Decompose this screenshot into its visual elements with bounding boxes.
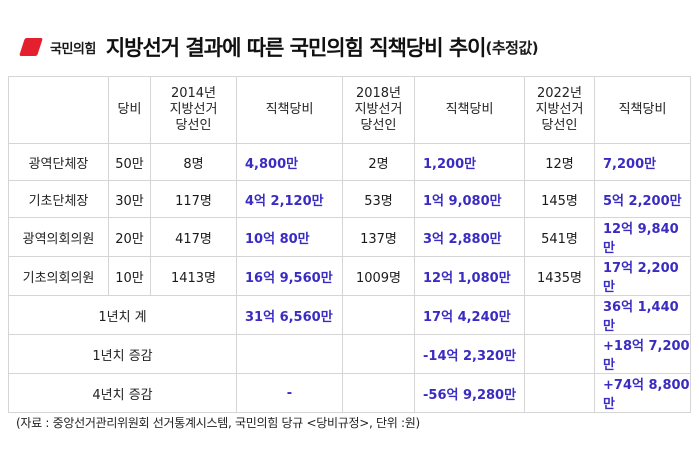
summary-row: 1년치 증감 -14억 2,320만 +18억 7,200만: [8, 334, 691, 374]
header-charge-2014: 직책당비: [236, 76, 343, 144]
summary-label: 4년치 증감: [8, 373, 237, 413]
header-2014: 2014년 지방선거 당선인: [150, 76, 237, 144]
table-row: 기초의회의원 10만 1413명 16억 9,560만 1009명 12억 1,…: [8, 256, 691, 296]
charge-2018: 12억 1,080만: [414, 256, 525, 296]
winners-2018: 53명: [342, 180, 415, 218]
summary-2014: -: [236, 373, 343, 413]
fee-table: 당비 2014년 지방선거 당선인 직책당비 2018년 지방선거 당선인 직책…: [8, 76, 691, 413]
header-empty: [8, 76, 109, 144]
winners-2014: 1413명: [150, 256, 237, 296]
charge-2022: 12억 9,840만: [594, 217, 691, 257]
charge-2014: 10억 80만: [236, 217, 343, 257]
charge-2022: 17억 2,200만: [594, 256, 691, 296]
winners-2014: 8명: [150, 143, 237, 181]
header-charge-2018: 직책당비: [414, 76, 525, 144]
charge-2014: 4억 2,120만: [236, 180, 343, 218]
header-fee: 당비: [108, 76, 151, 144]
winners-2022: 541명: [524, 217, 595, 257]
summary-label: 1년치 증감: [8, 334, 237, 374]
winners-2022: 145명: [524, 180, 595, 218]
charge-2014: 16억 9,560만: [236, 256, 343, 296]
summary-2018: -56억 9,280만: [414, 373, 525, 413]
header-2022: 2022년 지방선거 당선인: [524, 76, 595, 144]
table-row: 광역단체장 50만 8명 4,800만 2명 1,200만 12명 7,200만: [8, 143, 691, 181]
header-2018: 2018년 지방선거 당선인: [342, 76, 415, 144]
header-2014-text: 2014년 지방선거 당선인: [169, 86, 218, 133]
header-2022-text: 2022년 지방선거 당선인: [535, 86, 584, 133]
fee-cell: 50만: [108, 143, 151, 181]
charge-2018: 3억 2,880만: [414, 217, 525, 257]
table-row: 기초단체장 30만 117명 4억 2,120만 53명 1억 9,080만 1…: [8, 180, 691, 218]
page-title: 지방선거 결과에 따른 국민의힘 직책당비 추이: [105, 36, 487, 60]
summary-2014: 31억 6,560만: [236, 295, 343, 335]
winners-2018: 1009명: [342, 256, 415, 296]
summary-2022: +74억 8,800만: [594, 373, 691, 413]
summary-empty: [342, 295, 415, 335]
summary-2022: 36억 1,440만: [594, 295, 691, 335]
summary-row: 4년치 증감 - -56억 9,280만 +74억 8,800만: [8, 373, 691, 413]
header: 국민의힘 지방선거 결과에 따른 국민의힘 직책당비 추이 (추정값): [19, 30, 539, 64]
row-label: 광역단체장: [8, 143, 109, 181]
table-row: 광역의회의원 20만 417명 10억 80만 137명 3억 2,880만 5…: [8, 217, 691, 257]
row-label: 기초의회의원: [8, 256, 109, 296]
winners-2022: 1435명: [524, 256, 595, 296]
winners-2014: 417명: [150, 217, 237, 257]
fee-cell: 30만: [108, 180, 151, 218]
charge-2022: 5억 2,200만: [594, 180, 691, 218]
winners-2018: 137명: [342, 217, 415, 257]
header-charge-2022: 직책당비: [594, 76, 691, 144]
charge-2018: 1억 9,080만: [414, 180, 525, 218]
winners-2014: 117명: [150, 180, 237, 218]
summary-empty: [524, 295, 595, 335]
row-label: 기초단체장: [8, 180, 109, 218]
summary-2018: -14억 2,320만: [414, 334, 525, 374]
winners-2022: 12명: [524, 143, 595, 181]
winners-2018: 2명: [342, 143, 415, 181]
summary-label: 1년치 계: [8, 295, 237, 335]
header-row: 당비 2014년 지방선거 당선인 직책당비 2018년 지방선거 당선인 직책…: [8, 76, 691, 144]
summary-row: 1년치 계 31억 6,560만 17억 4,240만 36억 1,440만: [8, 295, 691, 335]
summary-empty: [342, 373, 415, 413]
fee-cell: 20만: [108, 217, 151, 257]
charge-2018: 1,200만: [414, 143, 525, 181]
charge-2014: 4,800만: [236, 143, 343, 181]
summary-2022: +18억 7,200만: [594, 334, 691, 374]
summary-empty: [342, 334, 415, 374]
fee-cell: 10만: [108, 256, 151, 296]
summary-empty: [524, 373, 595, 413]
summary-empty: [524, 334, 595, 374]
row-label: 광역의회의원: [8, 217, 109, 257]
source-note: (자료 : 중앙선거관리위원회 선거통계시스템, 국민의힘 당규 <당비규정>,…: [16, 416, 420, 430]
charge-2022: 7,200만: [594, 143, 691, 181]
page-title-sub: (추정값): [485, 38, 539, 57]
summary-2018: 17억 4,240만: [414, 295, 525, 335]
summary-2014: [236, 334, 343, 374]
logo-text: 국민의힘: [50, 41, 96, 57]
header-2018-text: 2018년 지방선거 당선인: [354, 86, 403, 133]
party-logo-icon: [19, 38, 43, 56]
